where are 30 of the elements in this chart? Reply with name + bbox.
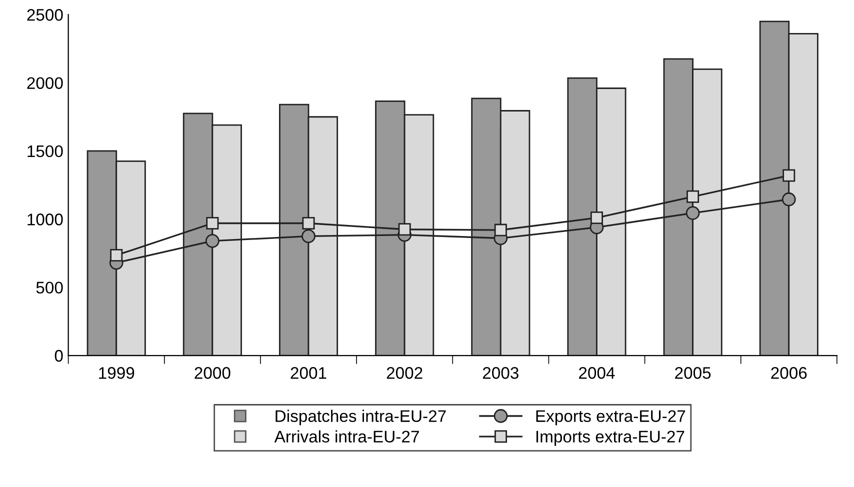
point	[494, 224, 507, 236]
point	[686, 190, 700, 203]
y-tick-label: 2000	[27, 77, 63, 89]
x-tick-label: 2006	[771, 367, 807, 379]
x-tick-label: 2004	[579, 367, 615, 379]
x-tick-label: 2002	[386, 367, 422, 379]
y-tick-label: 500	[36, 282, 63, 294]
legend-label: Exports extra-EU-27	[536, 410, 686, 426]
legend-label: Imports extra-EU-27	[536, 430, 684, 446]
y-tick-label: 1000	[28, 214, 63, 226]
x-tick-label: 1999	[99, 367, 134, 379]
point	[302, 216, 315, 230]
y-tick-label: 0	[54, 350, 63, 362]
point	[782, 169, 796, 182]
point	[302, 229, 316, 244]
x-tick-label: 2001	[290, 367, 326, 379]
point	[205, 234, 220, 248]
point	[686, 206, 700, 220]
point	[590, 212, 603, 224]
x-tick-label: 2000	[194, 367, 230, 379]
point	[398, 223, 411, 236]
point	[782, 192, 796, 206]
legend-label: Arrivals intra-EU-27	[274, 430, 419, 443]
y-tick-label: 1500	[28, 145, 63, 158]
point	[206, 216, 219, 230]
legend-label: Dispatches intra-EU-27	[276, 410, 446, 426]
y-tick-label: 2500	[27, 9, 63, 21]
x-tick-label: 2003	[482, 367, 518, 379]
x-tick-label: 2005	[675, 367, 711, 379]
point	[110, 249, 123, 262]
